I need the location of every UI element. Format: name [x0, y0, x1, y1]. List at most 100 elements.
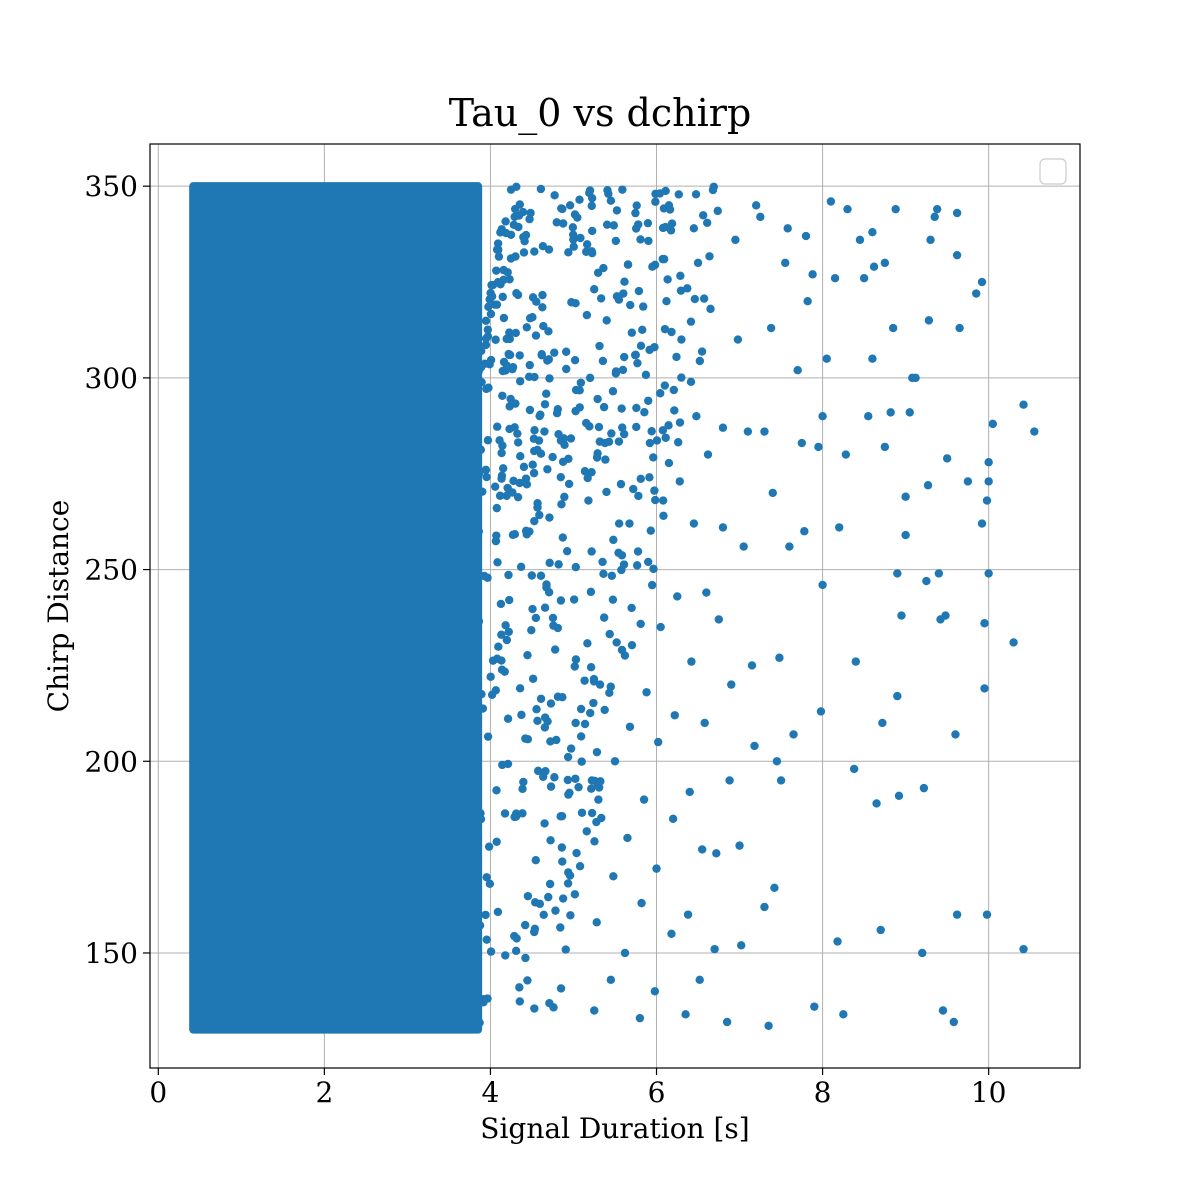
scatter-point [602, 316, 611, 325]
scatter-point [414, 966, 423, 975]
scatter-point [634, 491, 643, 501]
scatter-point [563, 879, 573, 888]
scatter-point [371, 1015, 380, 1025]
scatter-point [475, 921, 485, 930]
scatter-point [575, 403, 584, 412]
scatter-point [841, 450, 851, 459]
scatter-point [727, 680, 736, 689]
scatter-point [417, 837, 426, 847]
scatter-point [483, 325, 493, 334]
scatter-point [461, 879, 471, 889]
scatter-point [793, 366, 802, 375]
scatter-point [586, 663, 596, 672]
scatter-point [492, 531, 501, 540]
scatter-point [427, 694, 436, 703]
scatter-point [454, 561, 463, 570]
scatter-point [530, 426, 539, 435]
scatter-point [529, 468, 539, 478]
scatter-point [566, 744, 576, 753]
scatter-point [422, 725, 432, 735]
scatter-point [462, 736, 471, 745]
scatter-point [586, 587, 596, 597]
scatter-point [693, 258, 703, 268]
scatter-point [501, 621, 510, 630]
scatter-point [390, 962, 400, 971]
scatter-point [518, 784, 527, 794]
scatter-point [477, 689, 486, 699]
scatter-point [390, 940, 400, 949]
scatter-point [446, 952, 455, 961]
scatter-point [467, 406, 476, 415]
scatter-point [592, 918, 601, 927]
scatter-point [443, 695, 453, 704]
scatter-point [594, 795, 603, 804]
scatter-point [593, 268, 603, 277]
scatter-point [447, 865, 456, 874]
scatter-point [506, 185, 516, 194]
scatter-point [430, 673, 439, 682]
scatter-point [652, 436, 662, 445]
scatter-point [471, 385, 480, 394]
scatter-point [636, 341, 646, 351]
scatter-point [536, 410, 545, 419]
scatter-point [880, 442, 890, 452]
scatter-point [485, 360, 494, 369]
scatter-point [645, 345, 654, 355]
scatter-point [614, 519, 624, 528]
scatter-point [485, 879, 495, 889]
scatter-point [942, 454, 952, 463]
scatter-point [609, 221, 619, 230]
scatter-point [461, 758, 470, 768]
scatter-point [988, 419, 998, 429]
scatter-point [493, 558, 502, 567]
scatter-point [602, 220, 612, 229]
scatter-point [453, 524, 463, 533]
scatter-point [522, 480, 532, 489]
scatter-point [432, 849, 441, 858]
scatter-point [952, 910, 962, 919]
scatter-point [893, 691, 902, 701]
scatter-point [494, 252, 504, 261]
scatter-point [485, 295, 494, 304]
scatter-point [443, 620, 453, 630]
scatter-point [448, 1007, 458, 1017]
x-tick-label: 10 [971, 1076, 1007, 1109]
scatter-point [531, 855, 540, 865]
scatter-point [888, 323, 898, 333]
scatter-point [770, 883, 779, 893]
scatter-point [418, 912, 427, 921]
scatter-point [822, 354, 831, 363]
scatter-point [610, 757, 620, 766]
scatter-point [481, 910, 490, 920]
scatter-point [609, 872, 618, 881]
scatter-point [585, 373, 595, 383]
scatter-point [568, 223, 578, 232]
scatter-point [468, 399, 478, 408]
scatter-point [571, 385, 581, 395]
scatter-point [938, 1006, 948, 1015]
scatter-point [587, 201, 596, 211]
scatter-point [400, 929, 410, 939]
scatter-point [499, 313, 509, 323]
scatter-point [464, 501, 473, 510]
scatter-point [558, 533, 568, 542]
scatter-point [569, 595, 579, 604]
scatter-point [609, 535, 618, 545]
scatter-point [797, 438, 807, 448]
scatter-point [548, 613, 558, 623]
scatter-point [461, 492, 471, 502]
scatter-point [897, 611, 906, 620]
scatter-point [735, 841, 744, 850]
scatter-point [482, 935, 491, 944]
scatter-point [473, 461, 482, 471]
scatter-point [438, 976, 448, 986]
scatter-point [495, 436, 504, 445]
scatter-point [699, 294, 709, 303]
scatter-point [508, 530, 518, 540]
scatter-point [433, 795, 442, 804]
scatter-point [563, 752, 573, 762]
scatter-point [565, 201, 575, 210]
scatter-point [443, 753, 453, 763]
scatter-point [533, 716, 542, 726]
scatter-point [492, 786, 501, 795]
